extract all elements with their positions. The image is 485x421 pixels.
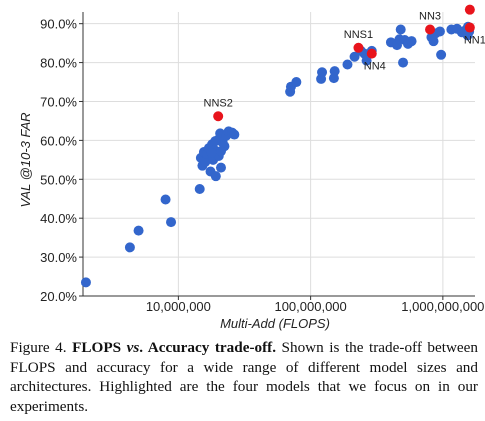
data-point (124, 242, 135, 253)
point-label: NN2 (459, 0, 481, 3)
caption-bold-1: FLOPS (72, 339, 127, 356)
data-point (194, 184, 205, 195)
data-point (342, 59, 353, 70)
caption-bold-2: . Accuracy trade-off. (139, 339, 277, 356)
caption-prefix: Figure 4. (10, 339, 73, 356)
y-tick-label: 20.0% (40, 289, 77, 304)
caption-body: Shown is the trade-off between FLOPS and… (10, 339, 479, 415)
data-point (428, 36, 439, 47)
figure-caption: Figure 4. FLOPS vs. Accuracy trade-off. … (10, 338, 478, 416)
grid-lines (83, 12, 475, 297)
data-point (434, 26, 445, 37)
y-tick-label: 80.0% (40, 56, 77, 71)
highlight-point (464, 4, 475, 15)
data-point (436, 49, 447, 60)
data-point (210, 136, 221, 147)
highlighted-points (213, 4, 475, 122)
point-annotations: NNS2 NNS1 NN4 NN3 NN2 NN1 (204, 0, 485, 109)
y-tick-labels: 20.0% 30.0% 40.0% 50.0% 60.0% 70.0% 80.0% 90.0% (40, 17, 77, 304)
highlight-point (366, 48, 377, 59)
data-point (406, 36, 417, 47)
y-tick-label: 70.0% (40, 94, 77, 109)
data-point (200, 156, 211, 167)
data-point (215, 162, 226, 173)
x-tick-label: 1,000,000,000 (401, 299, 484, 314)
y-tick-label: 30.0% (40, 250, 77, 265)
data-point (291, 77, 302, 88)
data-point (166, 217, 177, 228)
y-tick-label: 90.0% (40, 17, 77, 32)
flops-accuracy-chart: 20.0% 30.0% 40.0% 50.0% 60.0% 70.0% 80.0% 90.0%… (18, 0, 485, 331)
data-point (361, 55, 372, 66)
y-axis-label: VAL @10-3 FAR (18, 112, 33, 207)
x-tick-label: 100,000,000 (274, 299, 346, 314)
data-point (215, 146, 226, 157)
y-tick-label: 60.0% (40, 133, 77, 148)
axes (79, 12, 475, 300)
x-tick-label: 10,000,000 (146, 299, 211, 314)
point-label: NN3 (419, 11, 441, 23)
data-point (329, 66, 340, 77)
highlight-point (464, 22, 475, 33)
x-tick-labels: 10,000,000 100,000,000 1,000,000,000 (146, 299, 485, 314)
highlight-point (425, 24, 436, 35)
point-label: NN1 (464, 35, 485, 47)
data-point (210, 171, 221, 182)
data-point (206, 147, 217, 158)
data-points (80, 21, 475, 288)
data-point (398, 57, 409, 68)
data-point (349, 51, 360, 62)
caption-vs: vs (126, 339, 140, 356)
point-label: NNS2 (204, 97, 233, 109)
point-label: NNS1 (344, 29, 373, 41)
data-point (317, 67, 328, 78)
data-point (133, 225, 144, 236)
data-point (395, 24, 406, 35)
highlight-point (213, 111, 224, 122)
x-axis-label: Multi-Add (FLOPS) (220, 316, 330, 331)
data-point (80, 277, 91, 288)
y-tick-label: 50.0% (40, 172, 77, 187)
data-point (160, 194, 171, 205)
y-tick-label: 40.0% (40, 211, 77, 226)
data-point (229, 129, 240, 140)
point-label: NN4 (364, 61, 386, 73)
highlight-point (353, 42, 364, 53)
